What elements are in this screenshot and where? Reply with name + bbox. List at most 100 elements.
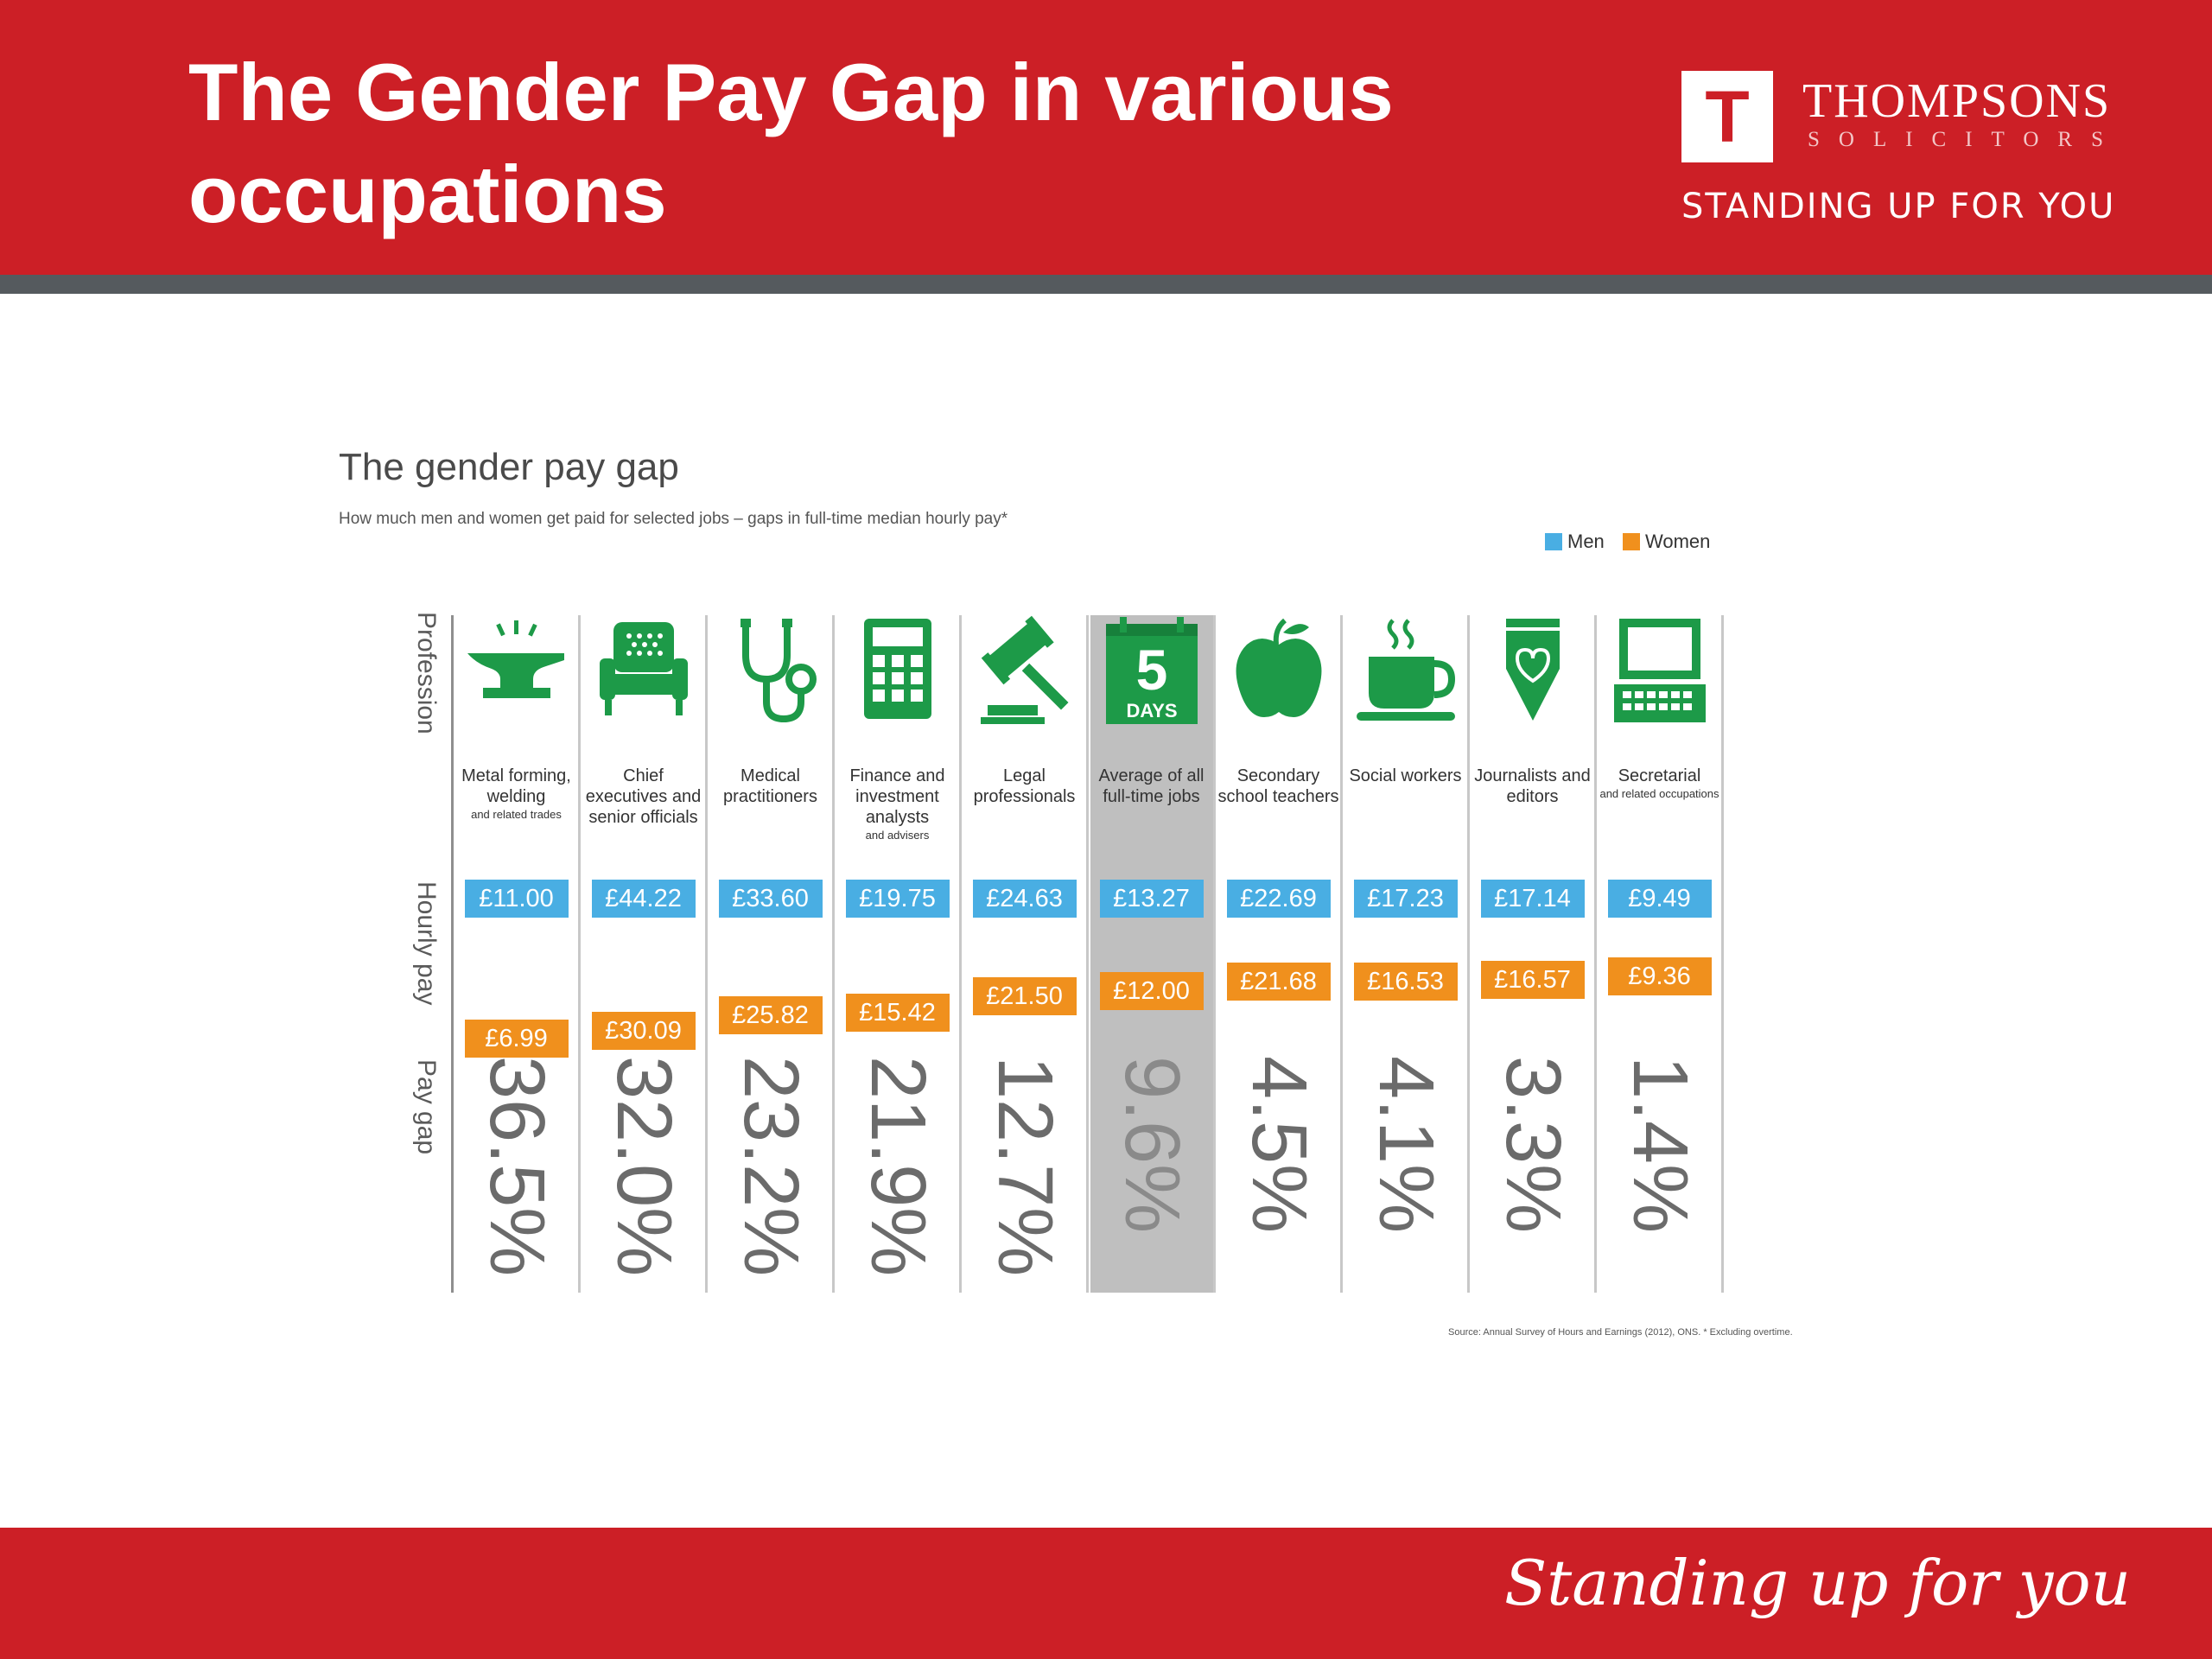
pay-gap-text: 21.9%: [854, 1056, 941, 1277]
women-pay: £15.42: [845, 994, 950, 1032]
legend-label-women: Women: [1645, 531, 1711, 552]
chart-title: The gender pay gap: [339, 446, 679, 488]
column-divider: [832, 615, 835, 1293]
pay-gap-text: 9.6%: [1108, 1056, 1195, 1234]
men-pay: £22.69: [1226, 880, 1331, 918]
occupation-sub: and advisers: [865, 829, 930, 842]
occupation-name: Metal forming, welding: [461, 766, 571, 806]
average-column-highlight: [1090, 615, 1213, 1293]
calendar-icon: 5 DAYS: [1096, 615, 1208, 728]
occupation-sub: and related occupations: [1599, 787, 1719, 800]
header-divider: [0, 275, 2212, 294]
gavel-icon: [969, 615, 1081, 728]
legend-item-men: Men: [1545, 529, 1605, 555]
occupation-label: Secretarial and related occupations: [1599, 766, 1721, 801]
anvil-icon: [461, 615, 573, 728]
women-pay: £21.68: [1226, 963, 1331, 1001]
women-pay: £16.57: [1480, 961, 1585, 999]
logo-mark-letter: T: [1705, 76, 1750, 157]
pay-gap-text: 32.0%: [600, 1056, 687, 1277]
column-divider: [959, 615, 962, 1293]
row-label-pay-gap: Pay gap: [412, 1059, 441, 1155]
coffee-cup-icon: [1350, 615, 1462, 728]
header-bar: The Gender Pay Gap in various occupation…: [0, 0, 2212, 275]
occupation-sub: and related trades: [471, 808, 562, 821]
legend-swatch-women: [1623, 533, 1640, 550]
column-divider: [1467, 615, 1470, 1293]
logo-sub: SOLICITORS: [1808, 128, 2123, 151]
occupation-label: Chief executives and senior officials: [582, 766, 705, 828]
calendar-text: DAYS: [1126, 700, 1177, 721]
column-divider: [1340, 615, 1343, 1293]
men-pay: £33.60: [718, 880, 823, 918]
women-pay: £21.50: [972, 977, 1077, 1015]
occupation-label: Social workers: [1344, 766, 1467, 786]
footer-bar: Standing up for you: [0, 1528, 2212, 1659]
legend-item-women: Women: [1623, 529, 1710, 555]
column-divider: [451, 615, 454, 1293]
row-label-hourly-pay: Hourly pay: [412, 881, 441, 1006]
occupation-name: Journalists and editors: [1474, 766, 1591, 806]
calculator-icon: [842, 615, 954, 728]
column-divider: [578, 615, 581, 1293]
men-pay: £9.49: [1607, 880, 1712, 918]
women-pay: £30.09: [591, 1012, 696, 1050]
men-pay: £11.00: [464, 880, 569, 918]
occupation-name: Medical practitioners: [723, 766, 817, 806]
armchair-icon: [588, 615, 700, 728]
women-pay: £12.00: [1099, 972, 1204, 1010]
occupation-name: Average of all full-time jobs: [1098, 766, 1205, 806]
logo-tagline: STANDING UP FOR YOU: [1681, 187, 2116, 226]
occupation-label: Secondary school teachers: [1217, 766, 1340, 807]
occupation-label: Average of all full-time jobs: [1090, 766, 1213, 807]
chart-subtitle: How much men and women get paid for sele…: [339, 510, 1008, 528]
computer-icon: [1604, 615, 1716, 728]
women-pay: £25.82: [718, 996, 823, 1034]
men-pay: £13.27: [1099, 880, 1204, 918]
men-pay: £24.63: [972, 880, 1077, 918]
stethoscope-icon: [715, 615, 827, 728]
occupation-name: Secretarial: [1618, 766, 1701, 785]
men-pay: £17.14: [1480, 880, 1585, 918]
column-divider: [1594, 615, 1597, 1293]
occupation-label: Metal forming, welding and related trades: [455, 766, 578, 822]
occupation-label: Finance and investment analysts and advis…: [836, 766, 959, 842]
men-pay: £19.75: [845, 880, 950, 918]
column-divider: [1721, 615, 1724, 1293]
occupation-name: Secondary school teachers: [1217, 766, 1339, 806]
logo-mark: T: [1681, 71, 1773, 162]
men-pay: £17.23: [1353, 880, 1458, 918]
company-logo: T THOMPSONS SOLICITORS STANDING UP FOR Y…: [1681, 71, 2131, 244]
occupation-label: Journalists and editors: [1471, 766, 1594, 807]
pay-gap-text: 4.5%: [1235, 1056, 1322, 1234]
women-pay: £16.53: [1353, 963, 1458, 1001]
source-note: Source: Annual Survey of Hours and Earni…: [1448, 1327, 1793, 1338]
pay-gap-text: 1.4%: [1616, 1056, 1703, 1234]
occupation-label: Legal professionals: [963, 766, 1086, 807]
occupation-name: Chief executives and senior officials: [585, 766, 702, 827]
occupation-name: Finance and investment analysts: [849, 766, 945, 827]
pay-gap-text: 3.3%: [1489, 1056, 1576, 1234]
apple-icon: [1223, 615, 1335, 728]
legend-swatch-men: [1545, 533, 1562, 550]
row-label-profession: Profession: [412, 612, 441, 734]
calendar-number: 5: [1135, 638, 1167, 702]
slide-title: The Gender Pay Gap in various occupation…: [188, 47, 1394, 239]
column-divider: [1213, 615, 1216, 1293]
women-pay: £9.36: [1607, 957, 1712, 995]
footer-tagline: Standing up for you: [1503, 1547, 2131, 1619]
pay-gap-text: 23.2%: [727, 1056, 814, 1277]
column-divider: [1086, 615, 1089, 1293]
occupation-name: Social workers: [1349, 766, 1462, 785]
logo-name: THOMPSONS: [1802, 74, 2112, 128]
pay-gap-text: 36.5%: [473, 1056, 560, 1277]
men-pay: £44.22: [591, 880, 696, 918]
occupation-name: Legal professionals: [973, 766, 1076, 806]
pen-nib-icon: [1477, 615, 1589, 728]
column-divider: [705, 615, 708, 1293]
women-pay: £6.99: [464, 1020, 569, 1058]
legend-label-men: Men: [1567, 531, 1605, 552]
pay-gap-text: 4.1%: [1362, 1056, 1449, 1234]
pay-gap-text: 12.7%: [981, 1056, 1068, 1277]
occupation-label: Medical practitioners: [709, 766, 832, 807]
